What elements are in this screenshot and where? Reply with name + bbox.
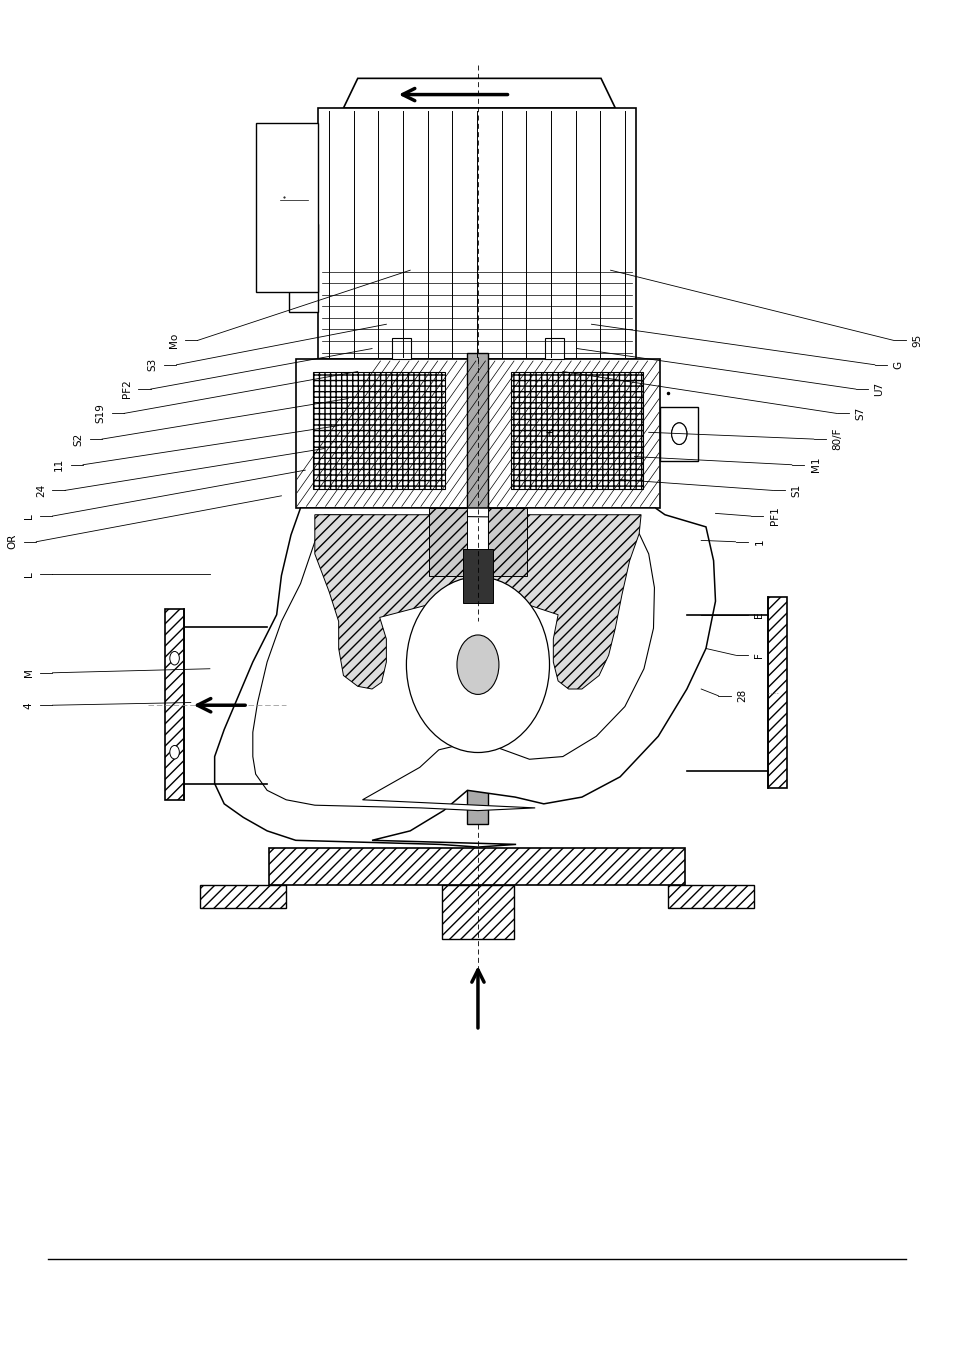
Bar [392, 338, 411, 359]
Bar [511, 372, 642, 489]
Circle shape [456, 635, 498, 694]
Bar [313, 372, 444, 489]
Text: E: E [754, 612, 763, 617]
Text: PF2: PF2 [122, 380, 132, 399]
Bar [544, 338, 563, 359]
Text: 11: 11 [54, 458, 64, 471]
Text: S3: S3 [148, 358, 157, 372]
Bar [488, 508, 526, 576]
Polygon shape [314, 515, 467, 689]
Text: 1: 1 [754, 539, 763, 544]
Text: L: L [24, 571, 33, 577]
Bar [767, 597, 786, 788]
Text: 80/F: 80/F [832, 428, 841, 450]
Polygon shape [488, 515, 640, 689]
Circle shape [671, 423, 686, 444]
Text: F: F [754, 653, 763, 658]
Ellipse shape [406, 577, 549, 753]
Bar [467, 353, 488, 824]
Text: +: + [545, 427, 553, 440]
Text: M1: M1 [810, 457, 820, 473]
Text: OR: OR [8, 534, 17, 550]
Bar [255, 123, 317, 292]
Text: G: G [893, 361, 902, 369]
Text: 95: 95 [912, 334, 922, 347]
Text: 24: 24 [36, 484, 46, 497]
Text: S1: S1 [791, 484, 801, 497]
Text: U7: U7 [874, 382, 883, 396]
Circle shape [170, 651, 179, 665]
Text: 28: 28 [737, 689, 746, 703]
Bar [659, 407, 698, 461]
Text: S2: S2 [73, 432, 83, 446]
Text: L: L [24, 513, 33, 519]
Text: Mo: Mo [169, 332, 178, 349]
Bar [269, 848, 684, 885]
Text: M: M [24, 669, 33, 677]
Circle shape [170, 746, 179, 759]
Bar [317, 108, 636, 359]
Polygon shape [343, 78, 615, 108]
Bar [441, 885, 514, 939]
Text: PF1: PF1 [769, 507, 779, 526]
Text: 4: 4 [24, 703, 33, 708]
Bar [462, 549, 493, 603]
Circle shape [671, 423, 686, 444]
Bar [429, 508, 467, 576]
Bar [295, 359, 659, 508]
Polygon shape [253, 515, 654, 811]
Circle shape [289, 238, 312, 270]
Bar [667, 885, 753, 908]
Bar [200, 885, 286, 908]
Bar [289, 224, 317, 312]
Polygon shape [214, 508, 715, 847]
Bar [165, 609, 184, 800]
Text: S7: S7 [855, 407, 864, 420]
Text: S19: S19 [95, 404, 105, 423]
